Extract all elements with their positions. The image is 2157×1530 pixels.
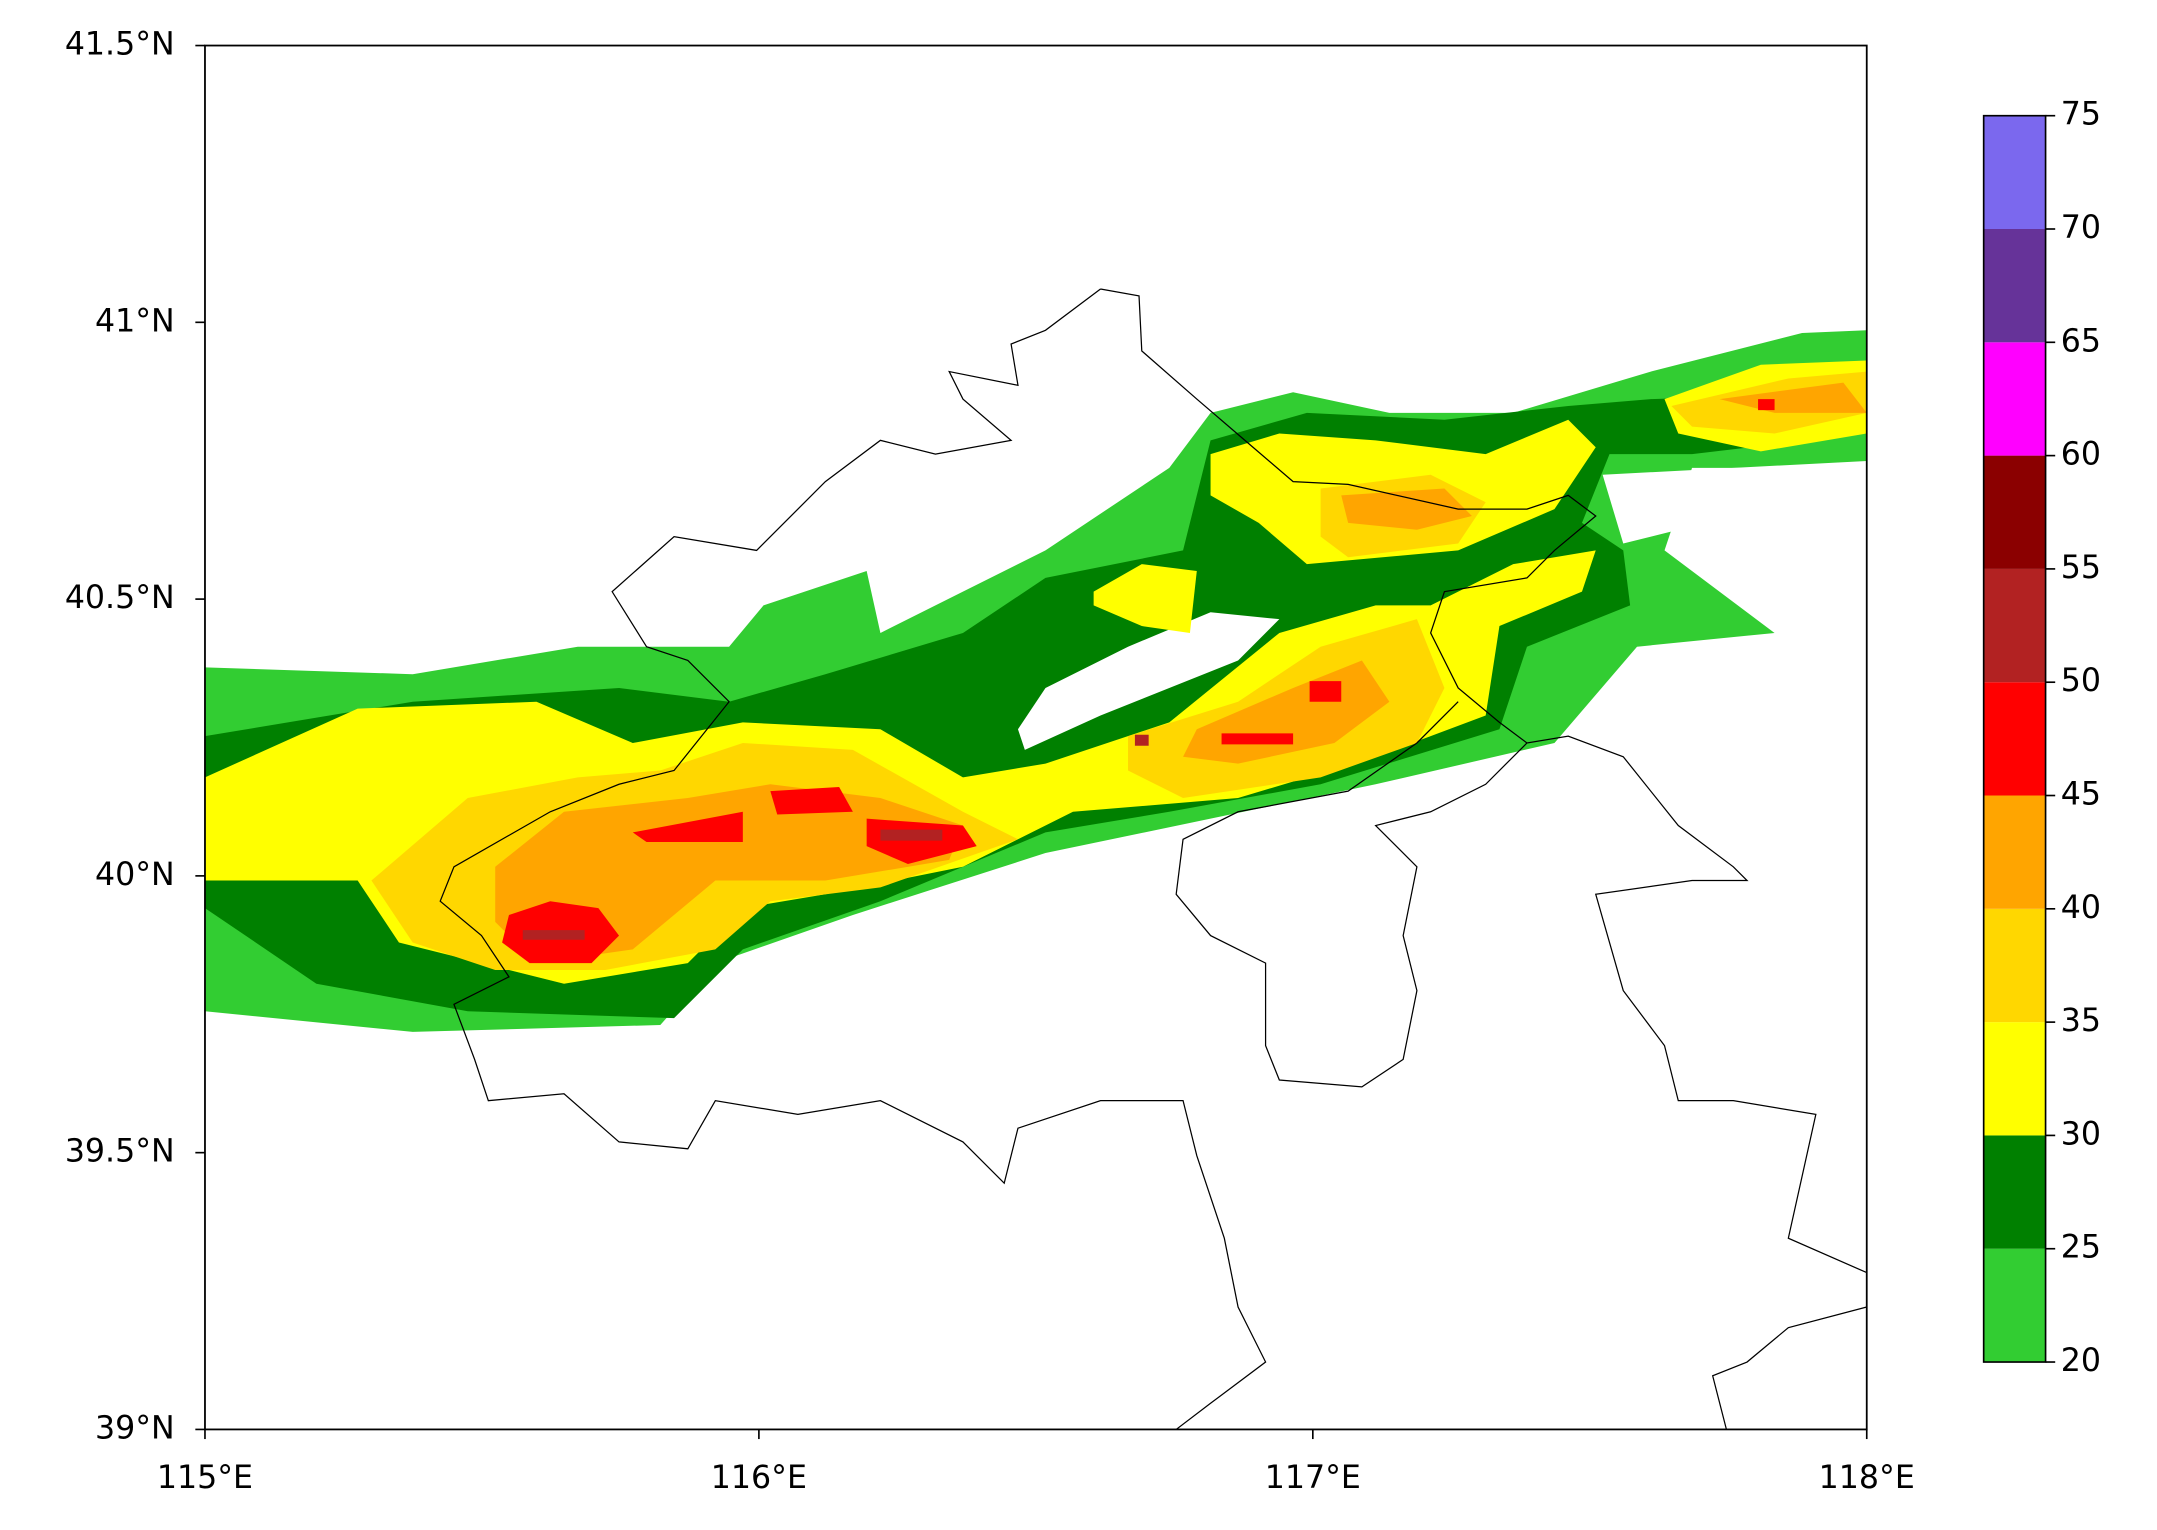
no-echo-gap	[1602, 460, 1867, 544]
colorbar-frame	[1982, 114, 2047, 1363]
y-tick-label: 39.5°N	[65, 1134, 175, 1170]
colorbar-tick-label: 35	[2061, 1003, 2101, 1039]
reflectivity-area	[1758, 399, 1775, 411]
colorbar-band	[1983, 568, 2046, 683]
colorbar-band	[1983, 342, 2046, 456]
x-tick-label: 116°E	[711, 1460, 807, 1496]
no-echo-gap	[1017, 612, 1280, 750]
reflectivity-area	[522, 930, 585, 940]
reflectivity-area	[1221, 733, 1294, 745]
x-tick-label: 115°E	[157, 1460, 253, 1496]
y-tick-label: 41°N	[95, 303, 175, 339]
x-tick-label: 117°E	[1265, 1460, 1361, 1496]
colorbar-tick-label: 75	[2061, 97, 2101, 133]
reflectivity-area	[1341, 488, 1472, 530]
colorbar-tick-label: 65	[2061, 323, 2101, 359]
colorbar-band	[1983, 682, 2046, 796]
colorbar-band	[1983, 455, 2046, 569]
y-tick-label: 40°N	[95, 857, 175, 893]
x-tick-label: 118°E	[1819, 1460, 1915, 1496]
province-border	[439, 288, 1867, 1430]
reflectivity-area	[1719, 382, 1867, 413]
y-tick-label: 39°N	[95, 1410, 175, 1446]
colorbar-band	[1983, 1135, 2046, 1249]
colorbar-band	[1983, 795, 2046, 909]
reflectivity-area	[1309, 681, 1342, 702]
colorbar-band	[1983, 229, 2046, 343]
colorbar-band	[1983, 115, 2046, 230]
colorbar-band	[1983, 1022, 2046, 1136]
reflectivity-area	[880, 829, 943, 841]
reflectivity-area	[1134, 734, 1149, 746]
colorbar-tick-label: 40	[2061, 890, 2101, 926]
colorbar-tick-label: 55	[2061, 550, 2101, 586]
reflectivity-area	[632, 811, 743, 843]
colorbar-tick-label: 50	[2061, 663, 2101, 699]
colorbar-band	[1983, 908, 2046, 1023]
plot-frame	[204, 44, 1868, 1431]
y-tick-label: 41.5°N	[65, 27, 175, 63]
colorbar-tick-label: 20	[2061, 1343, 2101, 1379]
coastline	[1711, 1306, 1867, 1430]
colorbar-tick-label: 60	[2061, 437, 2101, 473]
y-tick-label: 40.5°N	[65, 580, 175, 616]
reflectivity-field	[204, 288, 1867, 1430]
colorbar: 20 25 30 35 40 45 50 55 60 65 70 75	[1982, 97, 2101, 1379]
colorbar-tick-label: 30	[2061, 1116, 2101, 1152]
axes: 115°E 116°E 117°E 118°E 39°N 39.5°N 40°N 40.5°N…	[65, 27, 1915, 1496]
colorbar-band	[1983, 1248, 2046, 1363]
colorbar-tick-label: 25	[2061, 1230, 2101, 1266]
reflectivity-area	[1093, 564, 1197, 633]
reflectivity-area	[770, 787, 853, 815]
colorbar-tick-label: 70	[2061, 210, 2101, 246]
reflectivity-area	[495, 784, 963, 964]
colorbar-tick-label: 45	[2061, 777, 2101, 813]
